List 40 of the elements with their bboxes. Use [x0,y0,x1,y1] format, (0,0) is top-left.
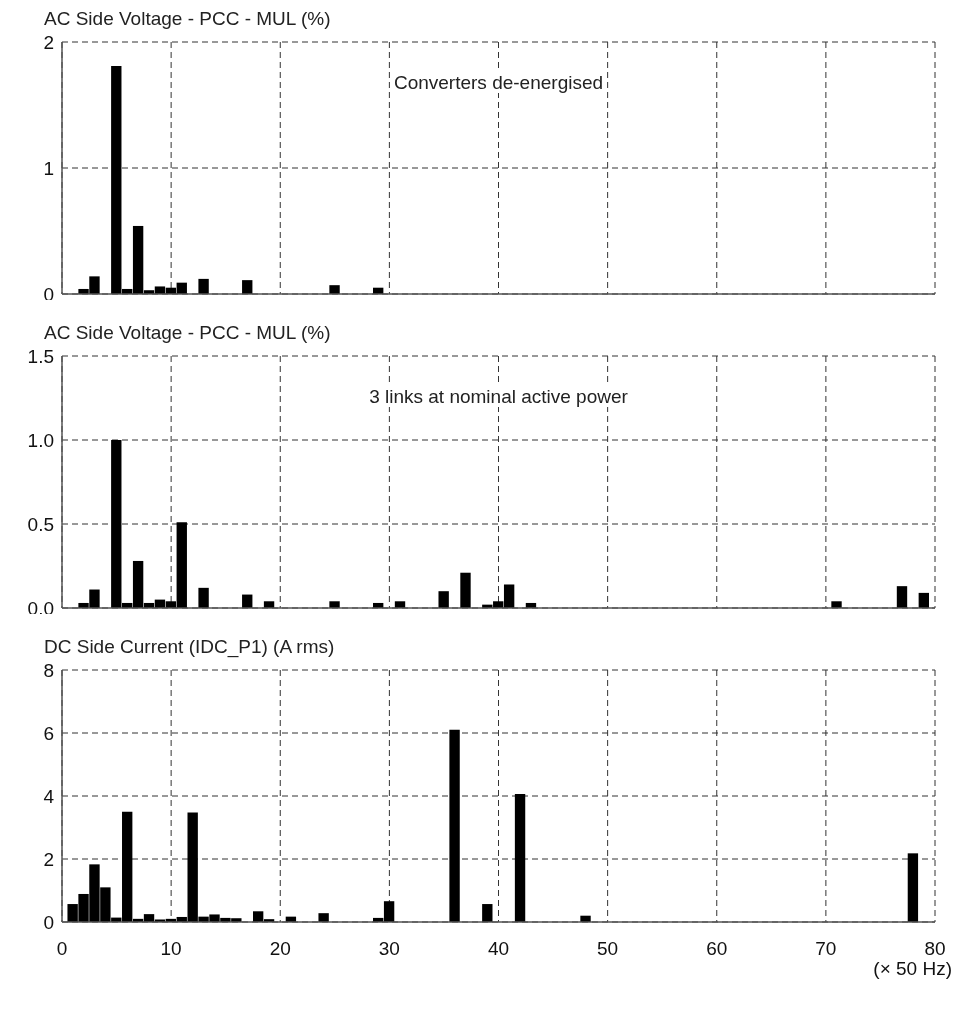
y-tick-label: 2 [43,848,54,870]
bar [514,794,526,922]
y-tick-label: 1 [43,157,54,179]
y-tick-label: 1.0 [27,429,54,451]
y-tick-label: 0.0 [27,597,54,619]
chart-title: AC Side Voltage - PCC - MUL (%) [44,8,331,29]
chart-title: DC Side Current (IDC_P1) (A rms) [44,636,335,657]
annotation: Converters de-energised [391,72,606,93]
x-tick-label: 60 [706,938,728,960]
bar [318,913,329,922]
bar [907,853,919,922]
bar [831,601,842,608]
x-tick-label: 50 [597,938,619,960]
bar [198,587,209,608]
chart-title: AC Side Voltage - PCC - MUL (%) [44,322,331,343]
y-tick-label: 0 [43,911,54,933]
bar [198,278,209,294]
x-tick-label: 80 [924,938,946,960]
x-axis-title: (× 50 Hz) [872,958,952,980]
y-tick-label: 6 [43,722,54,744]
x-tick-label: 30 [378,938,400,960]
y-tick-label: 0.5 [27,513,54,535]
y-tick-label: 0 [43,283,54,305]
bar [329,601,340,608]
x-tick-label: 40 [487,938,510,960]
bar [460,572,471,608]
bar [896,586,908,608]
bar [438,591,449,608]
bar [449,729,460,922]
bar [242,280,253,294]
bar [482,904,493,922]
bar [329,285,340,294]
y-tick-label: 2 [43,31,54,53]
y-tick-label: 8 [43,659,54,681]
x-tick-label: 10 [160,938,182,960]
y-tick-label: 4 [43,785,55,807]
x-tick-label: 20 [269,938,291,960]
y-tick-label: 1.5 [27,345,54,367]
annotation: 3 links at nominal active power [367,386,630,407]
x-tick-label: 70 [815,938,837,960]
